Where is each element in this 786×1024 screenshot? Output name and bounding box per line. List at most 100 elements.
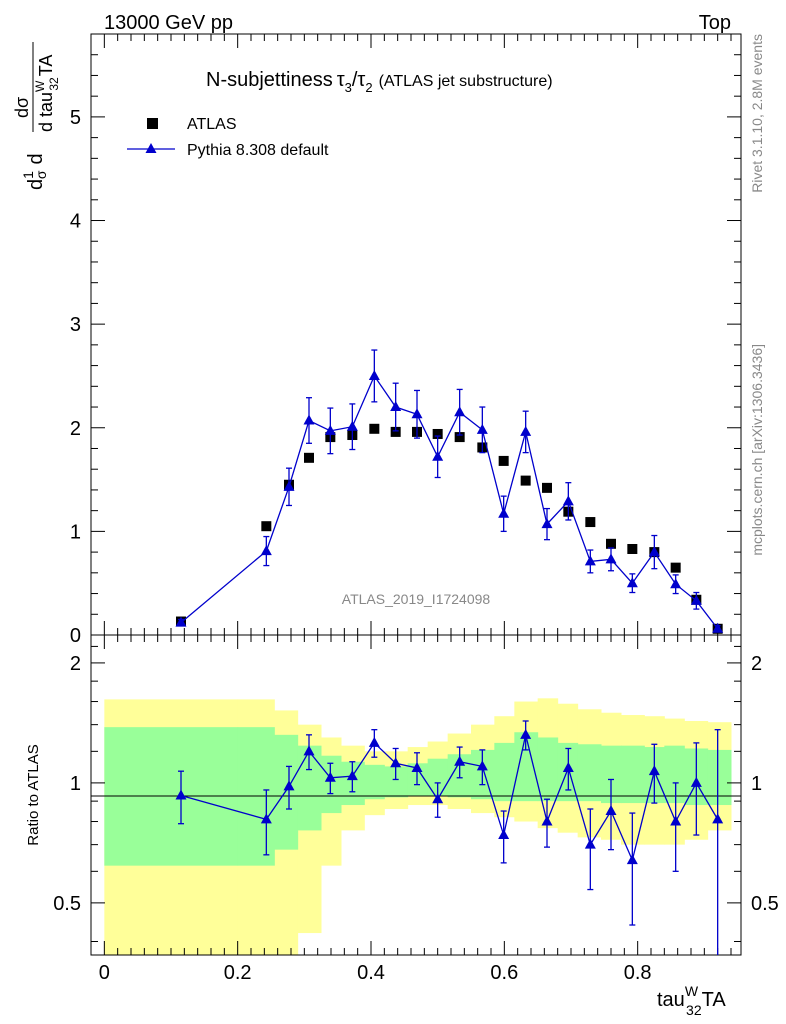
atlas-data-point: [261, 521, 272, 532]
x-tick-label: 0.2: [224, 962, 252, 984]
ratio-tick-label-left: 2: [70, 653, 81, 675]
atlas-data-point: [369, 423, 380, 434]
x-axis-ticks: 0 0.2 0.4 0.6 0.8: [99, 34, 732, 984]
atlas-data-point: [585, 517, 596, 528]
ratio-data-point: [283, 780, 295, 791]
pythia-data-point: [605, 553, 617, 564]
ratio-data-point: [626, 854, 638, 865]
pythia-data-point: [390, 401, 402, 412]
pythia-data-point: [648, 546, 660, 557]
pythia-data-point: [324, 424, 336, 435]
ratio-tick-label-left: 0.5: [53, 893, 81, 915]
ratio-data-point: [562, 761, 574, 772]
pythia-data-point: [454, 406, 466, 417]
pythia-data-point: [283, 480, 295, 491]
ratio-plot-frame: [90, 634, 742, 956]
green-band-segment: [384, 766, 409, 798]
y-tick-label: 5: [70, 107, 81, 129]
y-tick-label: 1: [70, 521, 81, 543]
pythia-data-point: [432, 450, 444, 461]
ratio-data-point: [476, 760, 488, 771]
pythia-data-point: [712, 622, 724, 633]
ratio-data-point: [670, 815, 682, 826]
pythia-data-point: [626, 577, 638, 588]
green-band-segment: [537, 737, 559, 802]
legend-label-pythia: Pythia 8.308 default: [187, 142, 329, 159]
green-band-segment: [297, 745, 322, 831]
green-band-segment: [427, 758, 449, 796]
atlas-data-point: [542, 482, 552, 493]
chart-title: N-subjettiness τ3/τ2 (ATLAS jet substructu…: [206, 69, 553, 95]
atlas-data-point: [498, 455, 509, 466]
x-tick-label: 0.6: [490, 962, 518, 984]
green-band-segment: [321, 755, 342, 814]
ratio-data-point: [368, 736, 380, 747]
ratio-tick-label-right: 1: [751, 773, 762, 795]
y-tick-label: 2: [70, 418, 81, 440]
ratio-data-point: [690, 776, 702, 787]
y-tick-label: 4: [70, 211, 81, 233]
x-tick-label: 0.4: [357, 962, 385, 984]
y-axis-label: d1σd dσ d tauW32TA: [12, 42, 61, 190]
atlas-data-point: [520, 475, 531, 486]
green-band-segment: [364, 764, 385, 800]
x-tick-label: 0: [99, 962, 110, 984]
green-band-segment: [514, 732, 539, 802]
pythia-data-point: [303, 414, 315, 425]
pythia-data-point: [520, 425, 532, 436]
analysis-label: ATLAS_2019_I1724098: [342, 591, 491, 607]
atlas-data-point: [627, 543, 638, 554]
pythia-data-point: [584, 555, 596, 566]
y-label-numerator: dσ: [12, 97, 32, 118]
ratio-data-point: [411, 761, 423, 772]
ratio-data-point: [520, 728, 532, 739]
pythia-series: [175, 349, 724, 633]
y-tick-label: 3: [70, 314, 81, 336]
atlas-data-point: [304, 452, 314, 463]
pythia-data-point: [670, 578, 682, 589]
y-tick-label: 0: [70, 625, 81, 647]
ratio-data-point: [498, 829, 510, 840]
ratio-data-point: [390, 757, 402, 768]
ratio-data-point: [324, 771, 336, 782]
pythia-data-point: [476, 423, 488, 434]
atlas-data-point: [606, 538, 616, 549]
ratio-data-point: [454, 755, 466, 766]
ratio-tick-label-right: 2: [751, 653, 762, 675]
green-band-segment: [664, 745, 685, 804]
pythia-data-point: [368, 369, 380, 380]
pythia-data-point: [175, 616, 187, 627]
atlas-data-point: [670, 562, 681, 573]
process-label: Top: [699, 12, 731, 34]
pythia-data-point: [411, 408, 423, 419]
x-tick-label: 0.8: [624, 962, 652, 984]
y-label-denominator: d tauW32TA: [33, 55, 61, 132]
green-band-segment: [494, 742, 515, 802]
ratio-data-point: [712, 813, 724, 824]
rivet-label: Rivet 3.1.10, 2.8M events: [749, 34, 765, 193]
ratio-data-point: [303, 745, 315, 756]
mcplots-label: mcplots.cern.ch [arXiv:1306.3436]: [749, 344, 765, 556]
green-band-segment: [621, 745, 645, 804]
ratio-y-axis-label: Ratio to ATLAS: [25, 744, 42, 845]
ratio-data-point: [541, 815, 553, 826]
ratio-data-point: [175, 789, 187, 800]
ratio-data-point: [432, 793, 444, 804]
collision-label: 13000 GeV pp: [104, 12, 233, 34]
pythia-data-point: [690, 594, 702, 605]
ratio-data-point: [605, 805, 617, 816]
pythia-data-point: [498, 507, 510, 518]
atlas-data-point: [432, 428, 443, 439]
pythia-ratio-series: [175, 720, 724, 955]
green-band-segment: [274, 734, 299, 850]
legend-marker-atlas: [147, 118, 158, 129]
ratio-data-point: [648, 765, 660, 776]
pythia-data-point: [541, 518, 553, 529]
svg-text:d1σd: d1σd: [20, 153, 49, 190]
ratio-axis-ticks: 0.5 0.5 1 1 2 2: [53, 645, 779, 943]
green-band-segment: [577, 744, 602, 802]
main-axis-ticks: 0 1 2 3 4 5: [70, 54, 741, 647]
ratio-tick-label-left: 1: [70, 773, 81, 795]
ratio-data-point: [260, 813, 272, 824]
